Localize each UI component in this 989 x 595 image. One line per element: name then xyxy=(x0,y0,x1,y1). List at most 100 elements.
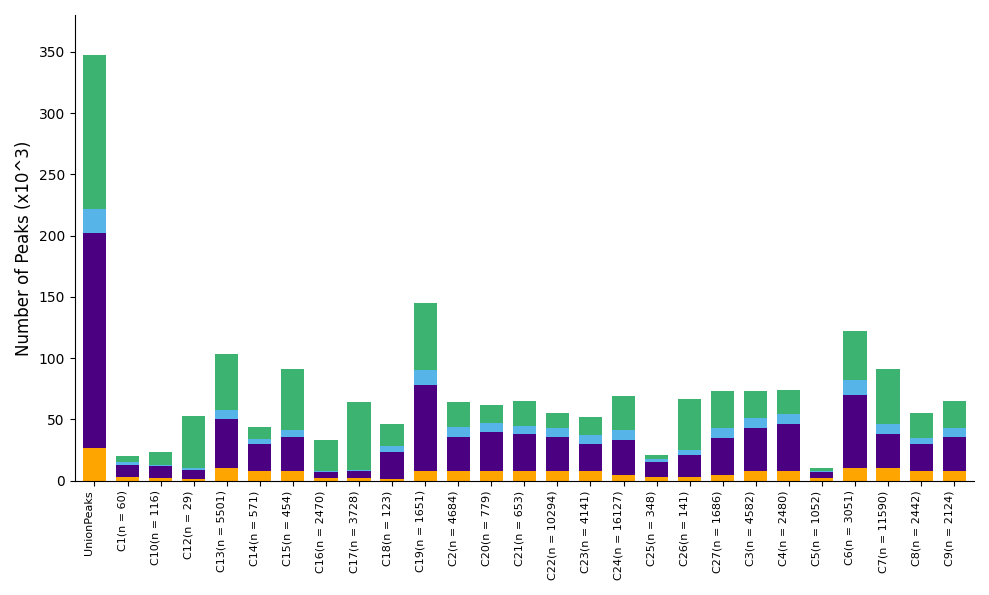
Bar xyxy=(844,395,866,468)
Bar xyxy=(182,469,206,480)
Bar xyxy=(943,437,965,471)
Bar xyxy=(512,434,536,471)
Bar xyxy=(678,399,701,450)
Bar xyxy=(810,472,834,478)
Bar xyxy=(645,477,669,481)
Bar xyxy=(512,401,536,425)
Bar xyxy=(315,472,337,478)
Bar xyxy=(480,405,502,423)
Bar xyxy=(777,424,800,471)
Bar xyxy=(612,475,635,481)
Bar xyxy=(678,455,701,477)
Bar xyxy=(744,428,767,471)
Bar xyxy=(579,444,602,471)
Bar xyxy=(876,434,900,468)
Bar xyxy=(182,468,206,469)
Bar xyxy=(711,475,734,481)
Bar xyxy=(480,471,502,481)
Bar xyxy=(315,478,337,481)
Bar xyxy=(910,444,933,471)
Bar xyxy=(579,417,602,436)
Bar xyxy=(182,416,206,468)
Bar xyxy=(546,414,569,428)
Bar xyxy=(347,478,371,481)
Bar xyxy=(149,452,172,465)
Bar xyxy=(447,437,470,471)
Bar xyxy=(777,390,800,415)
Bar xyxy=(447,471,470,481)
Bar xyxy=(116,477,139,481)
Bar xyxy=(347,471,371,478)
Bar xyxy=(744,418,767,428)
Bar xyxy=(248,444,271,471)
Bar xyxy=(512,471,536,481)
Bar xyxy=(281,437,305,471)
Bar xyxy=(116,456,139,462)
Y-axis label: Number of Peaks (x10^3): Number of Peaks (x10^3) xyxy=(15,140,33,356)
Bar xyxy=(447,402,470,427)
Bar xyxy=(943,428,965,437)
Bar xyxy=(876,424,900,434)
Bar xyxy=(645,459,669,462)
Bar xyxy=(413,370,437,385)
Bar xyxy=(83,233,106,447)
Bar xyxy=(844,331,866,380)
Bar xyxy=(248,427,271,439)
Bar xyxy=(281,369,305,430)
Bar xyxy=(910,438,933,444)
Bar xyxy=(810,468,834,471)
Bar xyxy=(579,436,602,444)
Bar xyxy=(711,391,734,428)
Bar xyxy=(116,465,139,477)
Bar xyxy=(844,468,866,481)
Bar xyxy=(248,471,271,481)
Bar xyxy=(910,414,933,438)
Bar xyxy=(810,478,834,481)
Bar xyxy=(744,471,767,481)
Bar xyxy=(810,471,834,472)
Bar xyxy=(480,423,502,431)
Bar xyxy=(413,471,437,481)
Bar xyxy=(844,380,866,395)
Bar xyxy=(381,452,404,480)
Bar xyxy=(216,355,238,409)
Bar xyxy=(546,471,569,481)
Bar xyxy=(678,477,701,481)
Bar xyxy=(711,428,734,438)
Bar xyxy=(347,469,371,471)
Bar xyxy=(315,471,337,472)
Bar xyxy=(281,430,305,437)
Bar xyxy=(612,430,635,440)
Bar xyxy=(546,437,569,471)
Bar xyxy=(413,385,437,471)
Bar xyxy=(645,462,669,477)
Bar xyxy=(612,440,635,475)
Bar xyxy=(149,478,172,481)
Bar xyxy=(711,438,734,475)
Bar xyxy=(546,428,569,437)
Bar xyxy=(281,471,305,481)
Bar xyxy=(216,419,238,468)
Bar xyxy=(744,391,767,418)
Bar xyxy=(943,471,965,481)
Bar xyxy=(216,409,238,419)
Bar xyxy=(910,471,933,481)
Bar xyxy=(182,480,206,481)
Bar xyxy=(381,446,404,452)
Bar xyxy=(579,471,602,481)
Bar xyxy=(83,209,106,233)
Bar xyxy=(347,402,371,469)
Bar xyxy=(116,462,139,465)
Bar xyxy=(943,401,965,428)
Bar xyxy=(248,439,271,444)
Bar xyxy=(512,425,536,434)
Bar xyxy=(777,471,800,481)
Bar xyxy=(149,465,172,466)
Bar xyxy=(216,468,238,481)
Bar xyxy=(612,396,635,430)
Bar xyxy=(381,480,404,481)
Bar xyxy=(83,55,106,209)
Bar xyxy=(777,415,800,424)
Bar xyxy=(480,431,502,471)
Bar xyxy=(447,427,470,437)
